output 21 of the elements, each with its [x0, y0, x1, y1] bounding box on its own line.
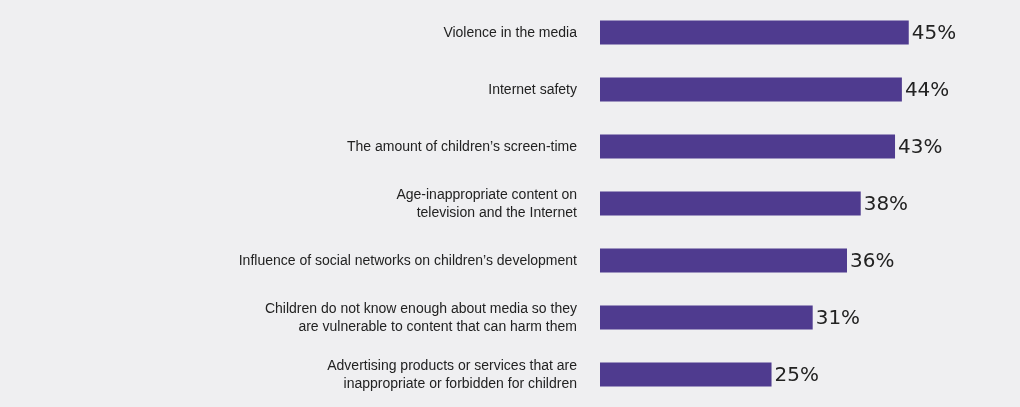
- bar: [600, 77, 902, 102]
- bar: [600, 362, 772, 387]
- y-tick-label: Internet safety: [488, 81, 577, 98]
- data-label: 38%: [863, 191, 909, 216]
- y-tick-label: Children do not know enough about media so they are vulnerable to content that can harm them: [264, 300, 577, 335]
- data-label: 25%: [774, 362, 819, 387]
- data-label: 44%: [904, 77, 950, 102]
- y-tick-label: The amount of children’s screen-time: [346, 138, 578, 155]
- data-label: 43%: [898, 134, 943, 159]
- y-tick-label: Violence in the media: [443, 24, 578, 41]
- y-tick-label: Age-inappropriate content on television and the Internet: [396, 186, 578, 221]
- bar: [600, 20, 909, 45]
- bar: [600, 305, 813, 330]
- data-label: 36%: [850, 248, 895, 273]
- y-tick-label: Influence of social networks on children’s development: [238, 252, 578, 269]
- y-tick-label: Advertising products or services that are inappropriate or forbidden for children: [327, 357, 578, 392]
- data-label: 31%: [815, 305, 861, 330]
- bar: [600, 248, 847, 273]
- bar: [600, 134, 896, 159]
- bar: [600, 191, 861, 216]
- data-label: 45%: [911, 20, 957, 45]
